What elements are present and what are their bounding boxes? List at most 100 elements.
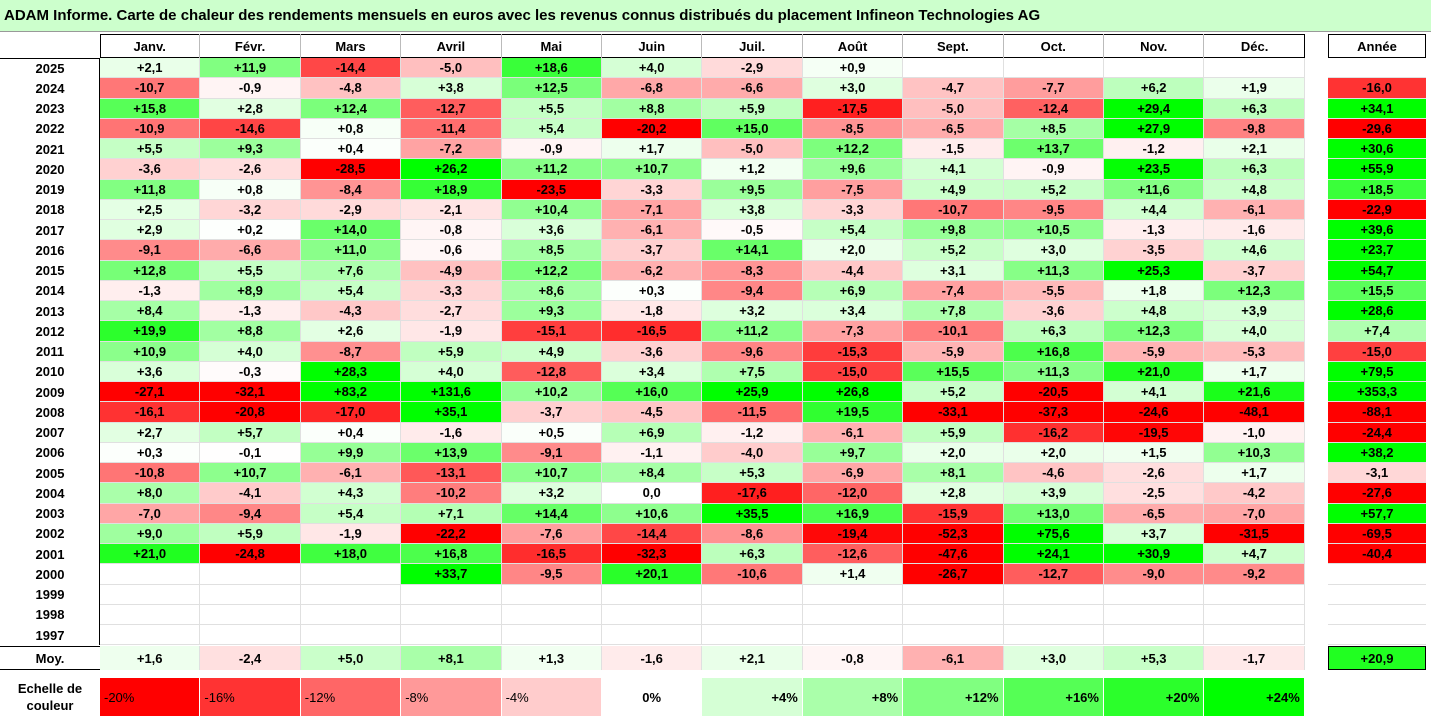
heat-cell: +35,5 <box>702 503 803 524</box>
heat-cell <box>200 625 301 646</box>
scale-cell: -16% <box>200 678 301 716</box>
heat-cell: -6,1 <box>300 463 402 484</box>
heat-cell: +6,9 <box>602 422 703 443</box>
heat-cell: +3,1 <box>903 260 1004 281</box>
heat-cell: -12,0 <box>802 483 904 504</box>
heat-cell: -3,6 <box>1003 301 1104 322</box>
heat-cell: +2,0 <box>1003 442 1104 463</box>
heat-cell: +2,8 <box>903 483 1004 504</box>
heat-cell <box>200 604 301 625</box>
heat-cell: +9,5 <box>702 179 803 200</box>
heat-cell: -14,4 <box>602 523 703 544</box>
heat-cell: +4,1 <box>1104 382 1205 403</box>
scale-cell: +20% <box>1104 678 1205 716</box>
heat-cell <box>903 58 1004 79</box>
heat-cell: -3,6 <box>602 341 703 362</box>
heat-cell: -27,1 <box>100 382 201 403</box>
heat-cell: -0,9 <box>200 78 301 99</box>
heat-cell: +5,5 <box>100 139 201 160</box>
heat-cell: -0,8 <box>401 220 502 241</box>
heat-cell: -12,4 <box>1003 98 1104 119</box>
heat-cell: +4,7 <box>1204 544 1305 565</box>
heat-cell: +11,6 <box>1104 179 1205 200</box>
heat-cell: -9,6 <box>702 341 803 362</box>
heat-cell: -4,6 <box>1003 463 1104 484</box>
month-header: Nov. <box>1104 34 1205 58</box>
heat-cell <box>1003 584 1104 605</box>
heat-cell <box>702 604 803 625</box>
annual-cell: +30,6 <box>1328 139 1426 160</box>
heat-cell <box>1104 625 1205 646</box>
year-labels-frame <box>0 58 100 646</box>
heat-cell: -0,6 <box>401 240 502 261</box>
heat-cell: -2,5 <box>1104 483 1205 504</box>
heat-cell: +9,3 <box>200 139 301 160</box>
heat-cell: -17,6 <box>702 483 803 504</box>
heat-cell: +0,2 <box>200 220 301 241</box>
heat-cell: +24,1 <box>1003 544 1104 565</box>
annual-cell <box>1328 564 1426 585</box>
annual-cell <box>1328 625 1426 646</box>
heat-cell <box>401 625 502 646</box>
scale-cell: +8% <box>802 678 904 716</box>
heat-cell: -1,1 <box>602 442 703 463</box>
heat-cell: 0,0 <box>602 483 703 504</box>
heat-cell <box>200 564 301 585</box>
heat-cell: -0,5 <box>702 220 803 241</box>
heat-cell: +4,0 <box>602 58 703 79</box>
heat-cell <box>100 604 201 625</box>
heat-cell: +4,8 <box>1104 301 1205 322</box>
year-label: 2022 <box>35 121 65 137</box>
heat-cell <box>200 584 301 605</box>
heat-cell: +5,9 <box>200 523 301 544</box>
heat-cell: -4,5 <box>602 402 703 423</box>
annual-cell: +55,9 <box>1328 159 1426 180</box>
heat-cell <box>903 604 1004 625</box>
heat-cell: -2,1 <box>401 199 502 220</box>
year-label: 1998 <box>35 607 65 623</box>
heat-cell: -12,8 <box>501 361 602 382</box>
heat-cell <box>501 604 602 625</box>
heat-cell: +16,0 <box>602 382 703 403</box>
heat-cell: -8,4 <box>300 179 402 200</box>
month-header: Août <box>803 34 904 58</box>
heat-cell: +15,0 <box>702 118 803 139</box>
annual-cell: +23,7 <box>1328 240 1426 261</box>
heat-cell: -15,3 <box>802 341 904 362</box>
heat-cell: -1,6 <box>401 422 502 443</box>
heat-cell: +12,3 <box>1104 321 1205 342</box>
heat-cell: +15,5 <box>903 361 1004 382</box>
heat-cell: -0,9 <box>501 139 602 160</box>
month-header: Mars <box>301 34 402 58</box>
heat-cell: +10,5 <box>1003 220 1104 241</box>
heat-cell: +2,7 <box>100 422 201 443</box>
heat-cell: +11,0 <box>300 240 402 261</box>
heat-cell: -5,3 <box>1204 341 1305 362</box>
year-label: 2007 <box>35 425 65 441</box>
heat-cell: +5,4 <box>300 280 402 301</box>
heat-cell <box>702 625 803 646</box>
heat-cell: +5,3 <box>702 463 803 484</box>
heat-cell: +0,3 <box>100 442 201 463</box>
heat-cell: -4,8 <box>300 78 402 99</box>
heat-cell: -10,8 <box>100 463 201 484</box>
heat-cell: -4,3 <box>300 301 402 322</box>
heat-cell: -22,2 <box>401 523 502 544</box>
heat-cell <box>300 584 402 605</box>
heat-cell <box>501 584 602 605</box>
year-label: 1999 <box>35 587 65 603</box>
heat-cell: -12,6 <box>802 544 904 565</box>
average-cell: -2,4 <box>200 646 301 670</box>
heat-cell: -12,7 <box>401 98 502 119</box>
heat-cell: -3,3 <box>602 179 703 200</box>
annual-cell: -15,0 <box>1328 341 1426 362</box>
heat-cell: +3,8 <box>401 78 502 99</box>
heat-cell: +6,3 <box>1204 98 1305 119</box>
heat-cell: -6,1 <box>1204 199 1305 220</box>
heat-cell: -13,1 <box>401 463 502 484</box>
heat-cell: +131,6 <box>401 382 502 403</box>
average-cell: +5,0 <box>300 646 402 670</box>
scale-cell: +12% <box>903 678 1004 716</box>
heat-cell: -7,1 <box>602 199 703 220</box>
year-label: 2025 <box>35 60 65 76</box>
